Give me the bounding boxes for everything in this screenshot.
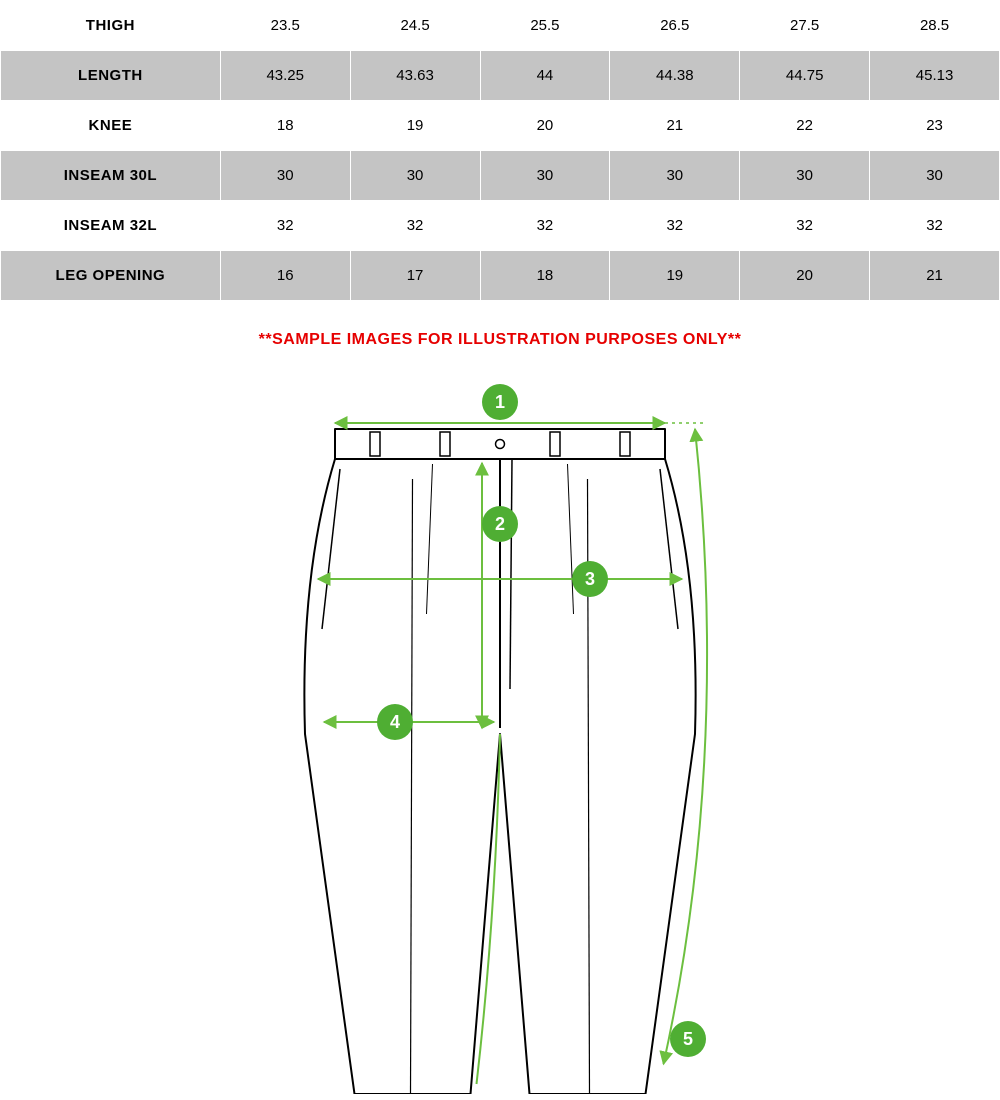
row-value: 25.5: [480, 1, 610, 51]
table-row: LENGTH43.2543.634444.3844.7545.13: [1, 51, 1000, 101]
size-table: THIGH23.524.525.526.527.528.5LENGTH43.25…: [0, 0, 1000, 301]
row-value: 19: [350, 101, 480, 151]
row-value: 30: [610, 151, 740, 201]
svg-text:3: 3: [585, 569, 595, 589]
row-value: 30: [220, 151, 350, 201]
row-value: 28.5: [870, 1, 1000, 51]
svg-text:4: 4: [390, 712, 400, 732]
row-value: 32: [740, 201, 870, 251]
table-row: THIGH23.524.525.526.527.528.5: [1, 1, 1000, 51]
table-row: INSEAM 32L323232323232: [1, 201, 1000, 251]
row-label: THIGH: [1, 1, 221, 51]
row-value: 44.38: [610, 51, 740, 101]
row-value: 20: [480, 101, 610, 151]
diagram-badge: 5: [670, 1021, 706, 1057]
row-value: 43.25: [220, 51, 350, 101]
svg-text:5: 5: [683, 1029, 693, 1049]
table-row: INSEAM 30L303030303030: [1, 151, 1000, 201]
table-row: KNEE181920212223: [1, 101, 1000, 151]
diagram-badge: 2: [482, 506, 518, 542]
row-value: 27.5: [740, 1, 870, 51]
diagram-badge: 4: [377, 704, 413, 740]
row-value: 17: [350, 251, 480, 301]
row-value: 24.5: [350, 1, 480, 51]
row-value: 21: [610, 101, 740, 151]
row-value: 18: [220, 101, 350, 151]
row-value: 22: [740, 101, 870, 151]
diagram-badge: 1: [482, 384, 518, 420]
row-value: 18: [480, 251, 610, 301]
row-value: 30: [740, 151, 870, 201]
row-label: LENGTH: [1, 51, 221, 101]
svg-text:2: 2: [495, 514, 505, 534]
diagram-badge: 3: [572, 561, 608, 597]
row-value: 45.13: [870, 51, 1000, 101]
pants-diagram: 1 2 3 4 5: [220, 374, 780, 1094]
row-value: 32: [480, 201, 610, 251]
row-value: 16: [220, 251, 350, 301]
row-value: 32: [350, 201, 480, 251]
row-value: 44: [480, 51, 610, 101]
disclaimer-text: **SAMPLE IMAGES FOR ILLUSTRATION PURPOSE…: [0, 331, 1000, 349]
row-value: 23.5: [220, 1, 350, 51]
row-label: KNEE: [1, 101, 221, 151]
row-value: 19: [610, 251, 740, 301]
row-value: 30: [480, 151, 610, 201]
row-value: 32: [870, 201, 1000, 251]
row-label: INSEAM 32L: [1, 201, 221, 251]
row-label: INSEAM 30L: [1, 151, 221, 201]
row-value: 23: [870, 101, 1000, 151]
row-value: 44.75: [740, 51, 870, 101]
row-value: 21: [870, 251, 1000, 301]
row-value: 30: [870, 151, 1000, 201]
row-value: 20: [740, 251, 870, 301]
row-value: 26.5: [610, 1, 740, 51]
row-value: 32: [220, 201, 350, 251]
row-value: 32: [610, 201, 740, 251]
row-label: LEG OPENING: [1, 251, 221, 301]
table-row: LEG OPENING161718192021: [1, 251, 1000, 301]
row-value: 30: [350, 151, 480, 201]
svg-text:1: 1: [495, 392, 505, 412]
row-value: 43.63: [350, 51, 480, 101]
